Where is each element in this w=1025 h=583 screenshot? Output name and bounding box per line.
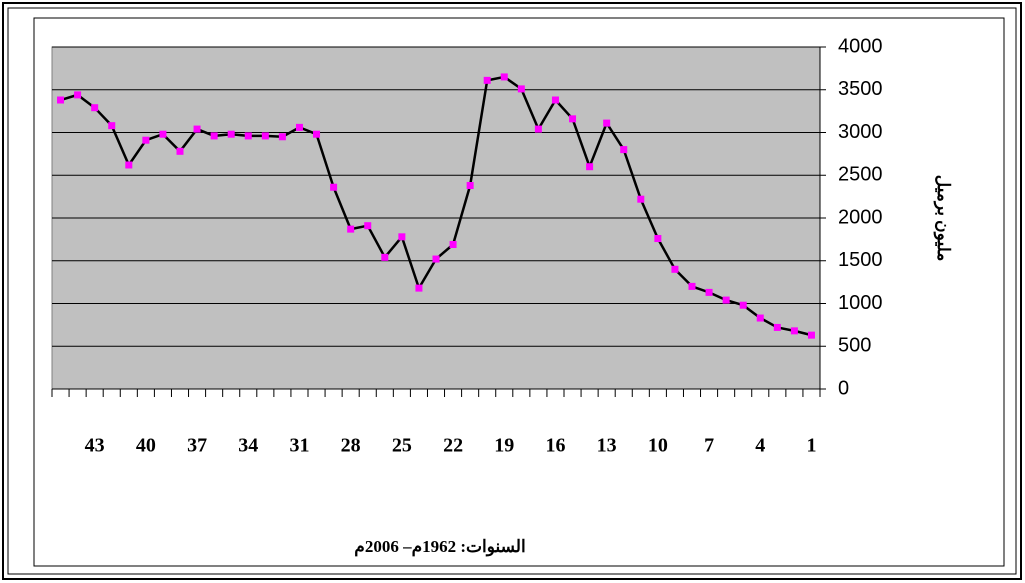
x-tick-label: 16 [545, 435, 565, 457]
data-point [193, 125, 201, 133]
x-tick-label: 22 [443, 435, 463, 457]
x-tick-label: 28 [341, 435, 361, 457]
data-point [415, 284, 423, 292]
data-point [569, 115, 577, 123]
data-point [227, 130, 235, 138]
data-point [790, 327, 798, 335]
data-point [261, 132, 269, 140]
x-tick-label: 10 [648, 435, 668, 457]
data-point [620, 146, 628, 154]
data-point [739, 301, 747, 309]
data-point [347, 225, 355, 233]
data-point [74, 91, 82, 99]
data-point [722, 296, 730, 304]
y-tick-label: 1500 [838, 249, 883, 271]
data-point [654, 235, 662, 243]
y-tick-label: 3500 [838, 78, 883, 100]
data-point [773, 323, 781, 331]
y-tick-label: 0 [838, 377, 849, 399]
data-point [278, 133, 286, 141]
y-tick-label: 4000 [838, 35, 883, 57]
data-point [313, 130, 321, 138]
data-point [500, 73, 508, 81]
data-point [534, 125, 542, 133]
data-point [108, 122, 116, 130]
data-point [176, 147, 184, 155]
data-point [398, 233, 406, 241]
y-tick-label: 500 [838, 335, 871, 357]
data-point [551, 96, 559, 104]
y-tick-label: 1000 [838, 292, 883, 314]
data-point [364, 222, 372, 230]
data-point [432, 255, 440, 263]
data-point [466, 182, 474, 190]
data-point [688, 282, 696, 290]
y-tick-label: 2000 [838, 206, 883, 228]
data-point [125, 161, 133, 169]
x-tick-label: 40 [136, 435, 156, 457]
x-tick-label: 19 [494, 435, 514, 457]
data-point [705, 288, 713, 296]
x-tick-label: 4 [755, 435, 765, 457]
y-tick-label: 2500 [838, 164, 883, 186]
x-tick-label: 31 [289, 435, 309, 457]
data-point [756, 314, 764, 322]
data-point [671, 265, 679, 273]
data-point [807, 331, 815, 339]
x-tick-label: 7 [704, 435, 714, 457]
data-point [381, 253, 389, 261]
data-point [295, 123, 303, 131]
x-tick-label: 1 [806, 435, 816, 457]
data-point [330, 183, 338, 191]
x-tick-label: 34 [238, 435, 258, 457]
data-point [586, 163, 594, 171]
data-point [449, 241, 457, 249]
x-tick-label: 13 [597, 435, 617, 457]
x-tick-label: 37 [187, 435, 207, 457]
data-point [159, 130, 167, 138]
data-point [244, 132, 252, 140]
data-point [637, 195, 645, 203]
x-tick-label: 43 [85, 435, 105, 457]
inner-frame [7, 7, 1017, 575]
x-tick-label: 25 [392, 435, 412, 457]
data-point [483, 76, 491, 84]
data-point [142, 136, 150, 144]
data-point [603, 119, 611, 127]
y-axis-label: مليون برميل [933, 175, 953, 262]
data-point [517, 85, 525, 93]
data-point [91, 104, 99, 112]
data-point [57, 96, 65, 104]
data-point [210, 132, 218, 140]
y-tick-label: 3000 [838, 121, 883, 143]
x-axis-label: السنوات: 1962م– 2006م [354, 537, 525, 557]
chart-border [33, 17, 1005, 567]
